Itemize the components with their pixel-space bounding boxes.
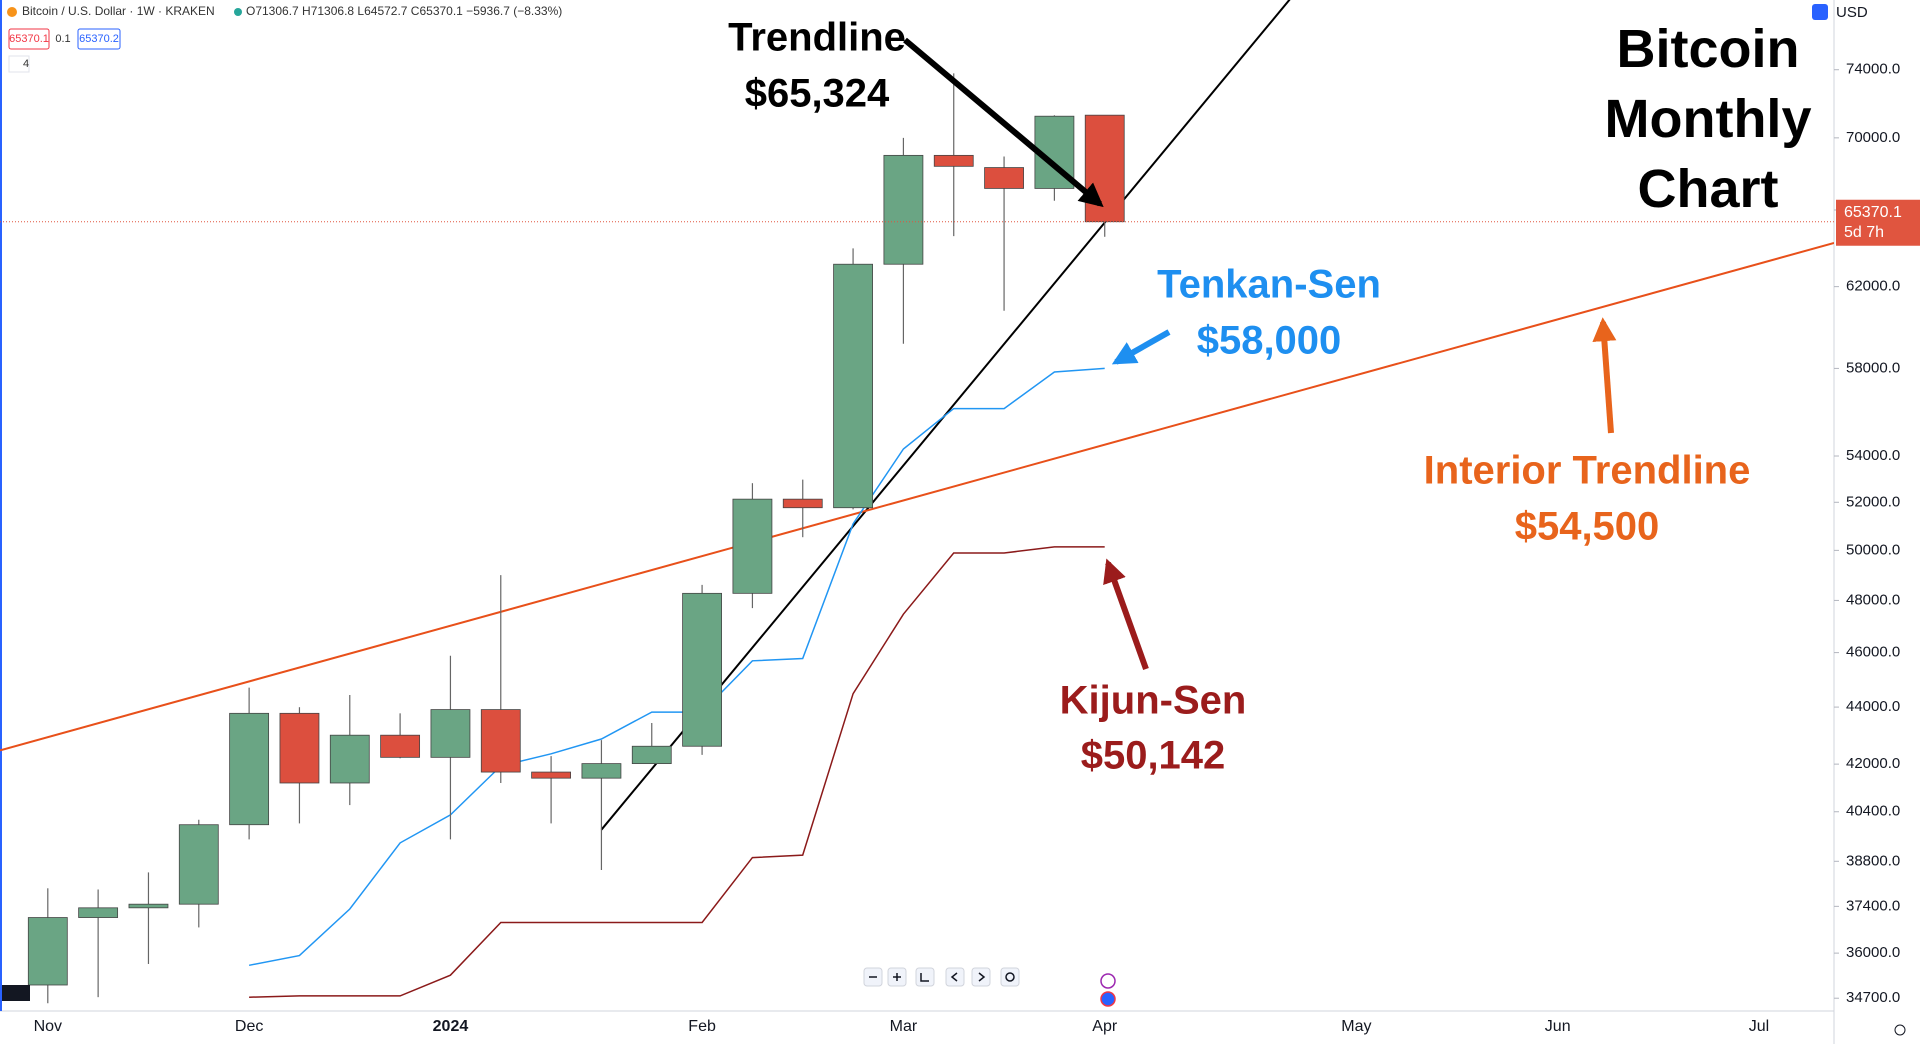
annotation-value: $50,142 [1081, 734, 1226, 778]
status-dot [234, 8, 242, 16]
annotation-title: Interior Trendline [1424, 449, 1751, 493]
candle-body [279, 712, 320, 784]
candle-body [178, 824, 219, 905]
sell-box[interactable] [8, 28, 50, 50]
arrow [1592, 317, 1617, 434]
y-tick-label: 54000.0 [1846, 447, 1900, 464]
candle-body [430, 709, 471, 758]
ohlc: O71306.7 H71306.8 L64572.7 C65370.1 −593… [246, 4, 562, 18]
x-tick-label: 2024 [433, 1018, 469, 1035]
y-tick-label: 48000.0 [1846, 591, 1900, 608]
scroll-left[interactable] [945, 967, 965, 987]
currency-icon[interactable] [1812, 4, 1828, 20]
annotation-title: Trendline [728, 16, 906, 60]
currency[interactable]: USD [1836, 4, 1868, 21]
x-tick-label: Apr [1092, 1018, 1118, 1035]
x-tick-label: Jul [1749, 1018, 1769, 1035]
candle-body [78, 907, 119, 918]
scroll-right[interactable] [971, 967, 991, 987]
annotation-value: $54,500 [1515, 505, 1660, 549]
candle-body [883, 154, 924, 265]
icon [1005, 972, 1015, 982]
trendline [600, 0, 1291, 831]
y-tick-label: 44000.0 [1846, 698, 1900, 715]
candle-body [480, 709, 521, 773]
symbol: Bitcoin / U.S. Dollar · 1W · KRAKEN [22, 4, 215, 18]
x-tick-label: May [1341, 1018, 1371, 1035]
sell-price: 65370.1 [9, 33, 49, 45]
x-tick-label: Dec [235, 1018, 263, 1035]
candle-body [329, 734, 370, 784]
coin-icon [7, 7, 17, 17]
icon [920, 973, 929, 982]
icon [950, 972, 958, 982]
indicator-toggle[interactable] [8, 55, 30, 73]
candle-body [27, 917, 68, 986]
candle-body [581, 763, 622, 779]
icon [978, 972, 986, 982]
annotation-title: Tenkan-Sen [1157, 263, 1381, 307]
y-tick-label: 40400.0 [1846, 803, 1900, 820]
y-tick-label: 70000.0 [1846, 129, 1900, 146]
y-tick-label: 62000.0 [1846, 278, 1900, 295]
candle-body [631, 745, 672, 765]
axes: 34700.0 36000.0 37400.0 38800.0 40400.0 42000… [34, 61, 1920, 1035]
y-tick-label: 42000.0 [1846, 755, 1900, 772]
event-marker[interactable] [1100, 973, 1116, 989]
y-tick-label: 34700.0 [1846, 989, 1900, 1006]
zoom-toolbar [863, 967, 1020, 987]
annotation-value: $65,324 [745, 72, 890, 116]
candle-body [984, 167, 1024, 189]
candle-body [782, 498, 823, 509]
event-marker[interactable] [1100, 991, 1116, 1007]
candle-body [1084, 114, 1125, 223]
annotation-value: $58,000 [1197, 319, 1342, 363]
trendline [0, 241, 1834, 752]
candle-body [833, 263, 873, 509]
x-tick-label: Jun [1545, 1018, 1571, 1035]
arrow [1103, 558, 1149, 671]
icon [893, 973, 901, 981]
candle-body [380, 734, 421, 758]
arrow [903, 37, 1104, 208]
buy-price: 65370.2 [79, 33, 119, 45]
x-tick-label: Feb [688, 1018, 716, 1035]
y-tick-label: 46000.0 [1846, 644, 1900, 661]
y-tick-label: 52000.0 [1846, 493, 1900, 510]
y-tick-label: 37400.0 [1846, 897, 1900, 914]
candle-body [732, 498, 773, 594]
x-tick-label: Nov [34, 1018, 62, 1035]
plot-area [0, 0, 1834, 1004]
annotation-title: Kijun-Sen [1060, 679, 1247, 723]
arrow [1111, 329, 1171, 365]
logo [2, 985, 30, 1001]
chart-title: Bitcoin Monthly Chart [1604, 19, 1812, 219]
y-tick-label: 38800.0 [1846, 852, 1900, 869]
spread: 0.1 [55, 33, 70, 45]
reset[interactable] [1000, 967, 1020, 987]
candle-body [229, 712, 270, 826]
reset-scale[interactable] [915, 967, 935, 987]
y-tick-label: 74000.0 [1846, 61, 1900, 78]
price-label: 65370.1 [1844, 204, 1902, 221]
toolbar-icons [869, 972, 1015, 982]
countdown-label: 5d 7h [1844, 224, 1884, 241]
candle-body [933, 154, 974, 167]
x-tick-label: Mar [890, 1018, 918, 1035]
y-tick-label: 50000.0 [1846, 541, 1900, 558]
indicator-line [248, 367, 1105, 967]
settings-icon[interactable] [1894, 1024, 1906, 1036]
indicator-count: 4 [23, 58, 29, 70]
indicator-line [249, 546, 1105, 998]
buy-box[interactable] [77, 28, 121, 50]
price-label-box [1836, 199, 1920, 246]
y-tick-label: 58000.0 [1846, 359, 1900, 376]
y-tick-label: 36000.0 [1846, 944, 1900, 961]
candle-body [128, 903, 169, 909]
candle-body [682, 592, 722, 747]
candle-body [531, 771, 571, 779]
